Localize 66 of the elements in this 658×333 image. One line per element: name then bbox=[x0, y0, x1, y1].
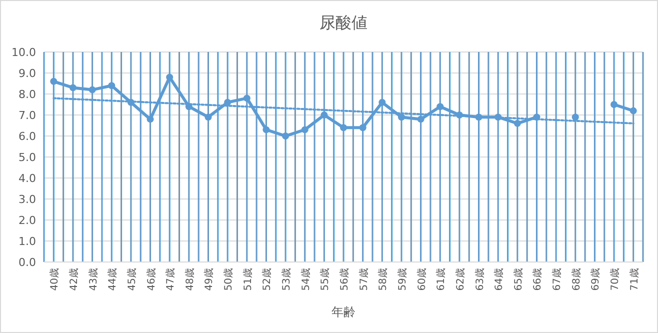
point bbox=[146, 116, 154, 123]
point bbox=[630, 107, 637, 114]
x-tick-label: 52歳 bbox=[261, 268, 274, 291]
point bbox=[610, 101, 618, 108]
x-axis-title: 年齢 bbox=[332, 305, 356, 319]
x-tick-label: 67歳 bbox=[551, 268, 564, 291]
y-tick-label: 10.0 bbox=[12, 46, 36, 59]
x-tick-label: 54歳 bbox=[300, 268, 312, 291]
x-tick-label: 43歳 bbox=[87, 268, 100, 291]
x-tick-label: 71歳 bbox=[628, 268, 640, 291]
x-tick-label: 51歳 bbox=[242, 268, 254, 291]
point bbox=[378, 98, 386, 106]
x-tick-label: 68歳 bbox=[570, 268, 582, 291]
x-tick-label: 64歳 bbox=[493, 268, 506, 291]
x-tick-label: 49歳 bbox=[203, 268, 216, 291]
x-tick-label: 50歳 bbox=[222, 268, 235, 291]
x-tick-label: 44歳 bbox=[106, 268, 119, 291]
x-tick-label: 40歳 bbox=[48, 268, 61, 291]
x-tick-label: 60歳 bbox=[416, 268, 428, 291]
point bbox=[262, 126, 270, 134]
point bbox=[69, 84, 76, 92]
x-tick-label: 63歳 bbox=[474, 268, 486, 291]
y-tick-label: 0.0 bbox=[18, 256, 36, 269]
y-tick-label: 2.0 bbox=[18, 214, 36, 227]
point bbox=[514, 120, 521, 127]
y-tick-label: 7.0 bbox=[18, 109, 36, 122]
y-tick-label: 4.0 bbox=[18, 172, 36, 185]
point bbox=[417, 116, 424, 123]
y-tick-label: 3.0 bbox=[18, 193, 36, 206]
point bbox=[320, 112, 328, 118]
point bbox=[572, 114, 579, 121]
x-tick-label: 45歳 bbox=[126, 268, 138, 291]
x-tick-label: 42歳 bbox=[68, 268, 80, 291]
x-tick-label: 58歳 bbox=[377, 268, 390, 291]
x-tick-label: 48歳 bbox=[184, 268, 196, 291]
chart-title: 尿酸値 bbox=[320, 13, 368, 32]
point bbox=[340, 124, 347, 132]
y-tick-label: 1.0 bbox=[18, 235, 36, 248]
x-tick-label: 57歳 bbox=[358, 268, 370, 291]
point bbox=[243, 94, 250, 102]
y-tick-label: 6.0 bbox=[18, 130, 36, 143]
x-tick-label: 65歳 bbox=[512, 268, 524, 291]
x-tick-label: 47歳 bbox=[164, 268, 177, 291]
x-tick-label: 53歳 bbox=[280, 268, 293, 291]
x-tick-label: 56歳 bbox=[338, 268, 350, 291]
point bbox=[88, 86, 96, 94]
x-tick-label: 46歳 bbox=[145, 268, 158, 291]
point bbox=[436, 103, 444, 110]
point bbox=[204, 114, 212, 121]
y-tick-label: 5.0 bbox=[18, 151, 36, 164]
point bbox=[50, 78, 58, 85]
x-tick-label: 61歳 bbox=[435, 268, 448, 291]
x-tick-label: 62歳 bbox=[454, 268, 466, 291]
y-tick-label: 9.0 bbox=[18, 67, 36, 80]
point bbox=[282, 132, 290, 140]
x-tick-label: 70歳 bbox=[609, 268, 622, 291]
point bbox=[224, 98, 232, 106]
y-tick-label: 8.0 bbox=[18, 88, 36, 101]
x-tick-label: 66歳 bbox=[532, 268, 544, 291]
x-tick-label: 55歳 bbox=[319, 268, 332, 291]
point bbox=[398, 114, 405, 121]
point bbox=[108, 82, 116, 90]
point bbox=[301, 126, 308, 134]
x-tick-label: 69歳 bbox=[590, 268, 602, 291]
x-tick-label: 59歳 bbox=[396, 268, 408, 291]
point bbox=[359, 124, 366, 132]
